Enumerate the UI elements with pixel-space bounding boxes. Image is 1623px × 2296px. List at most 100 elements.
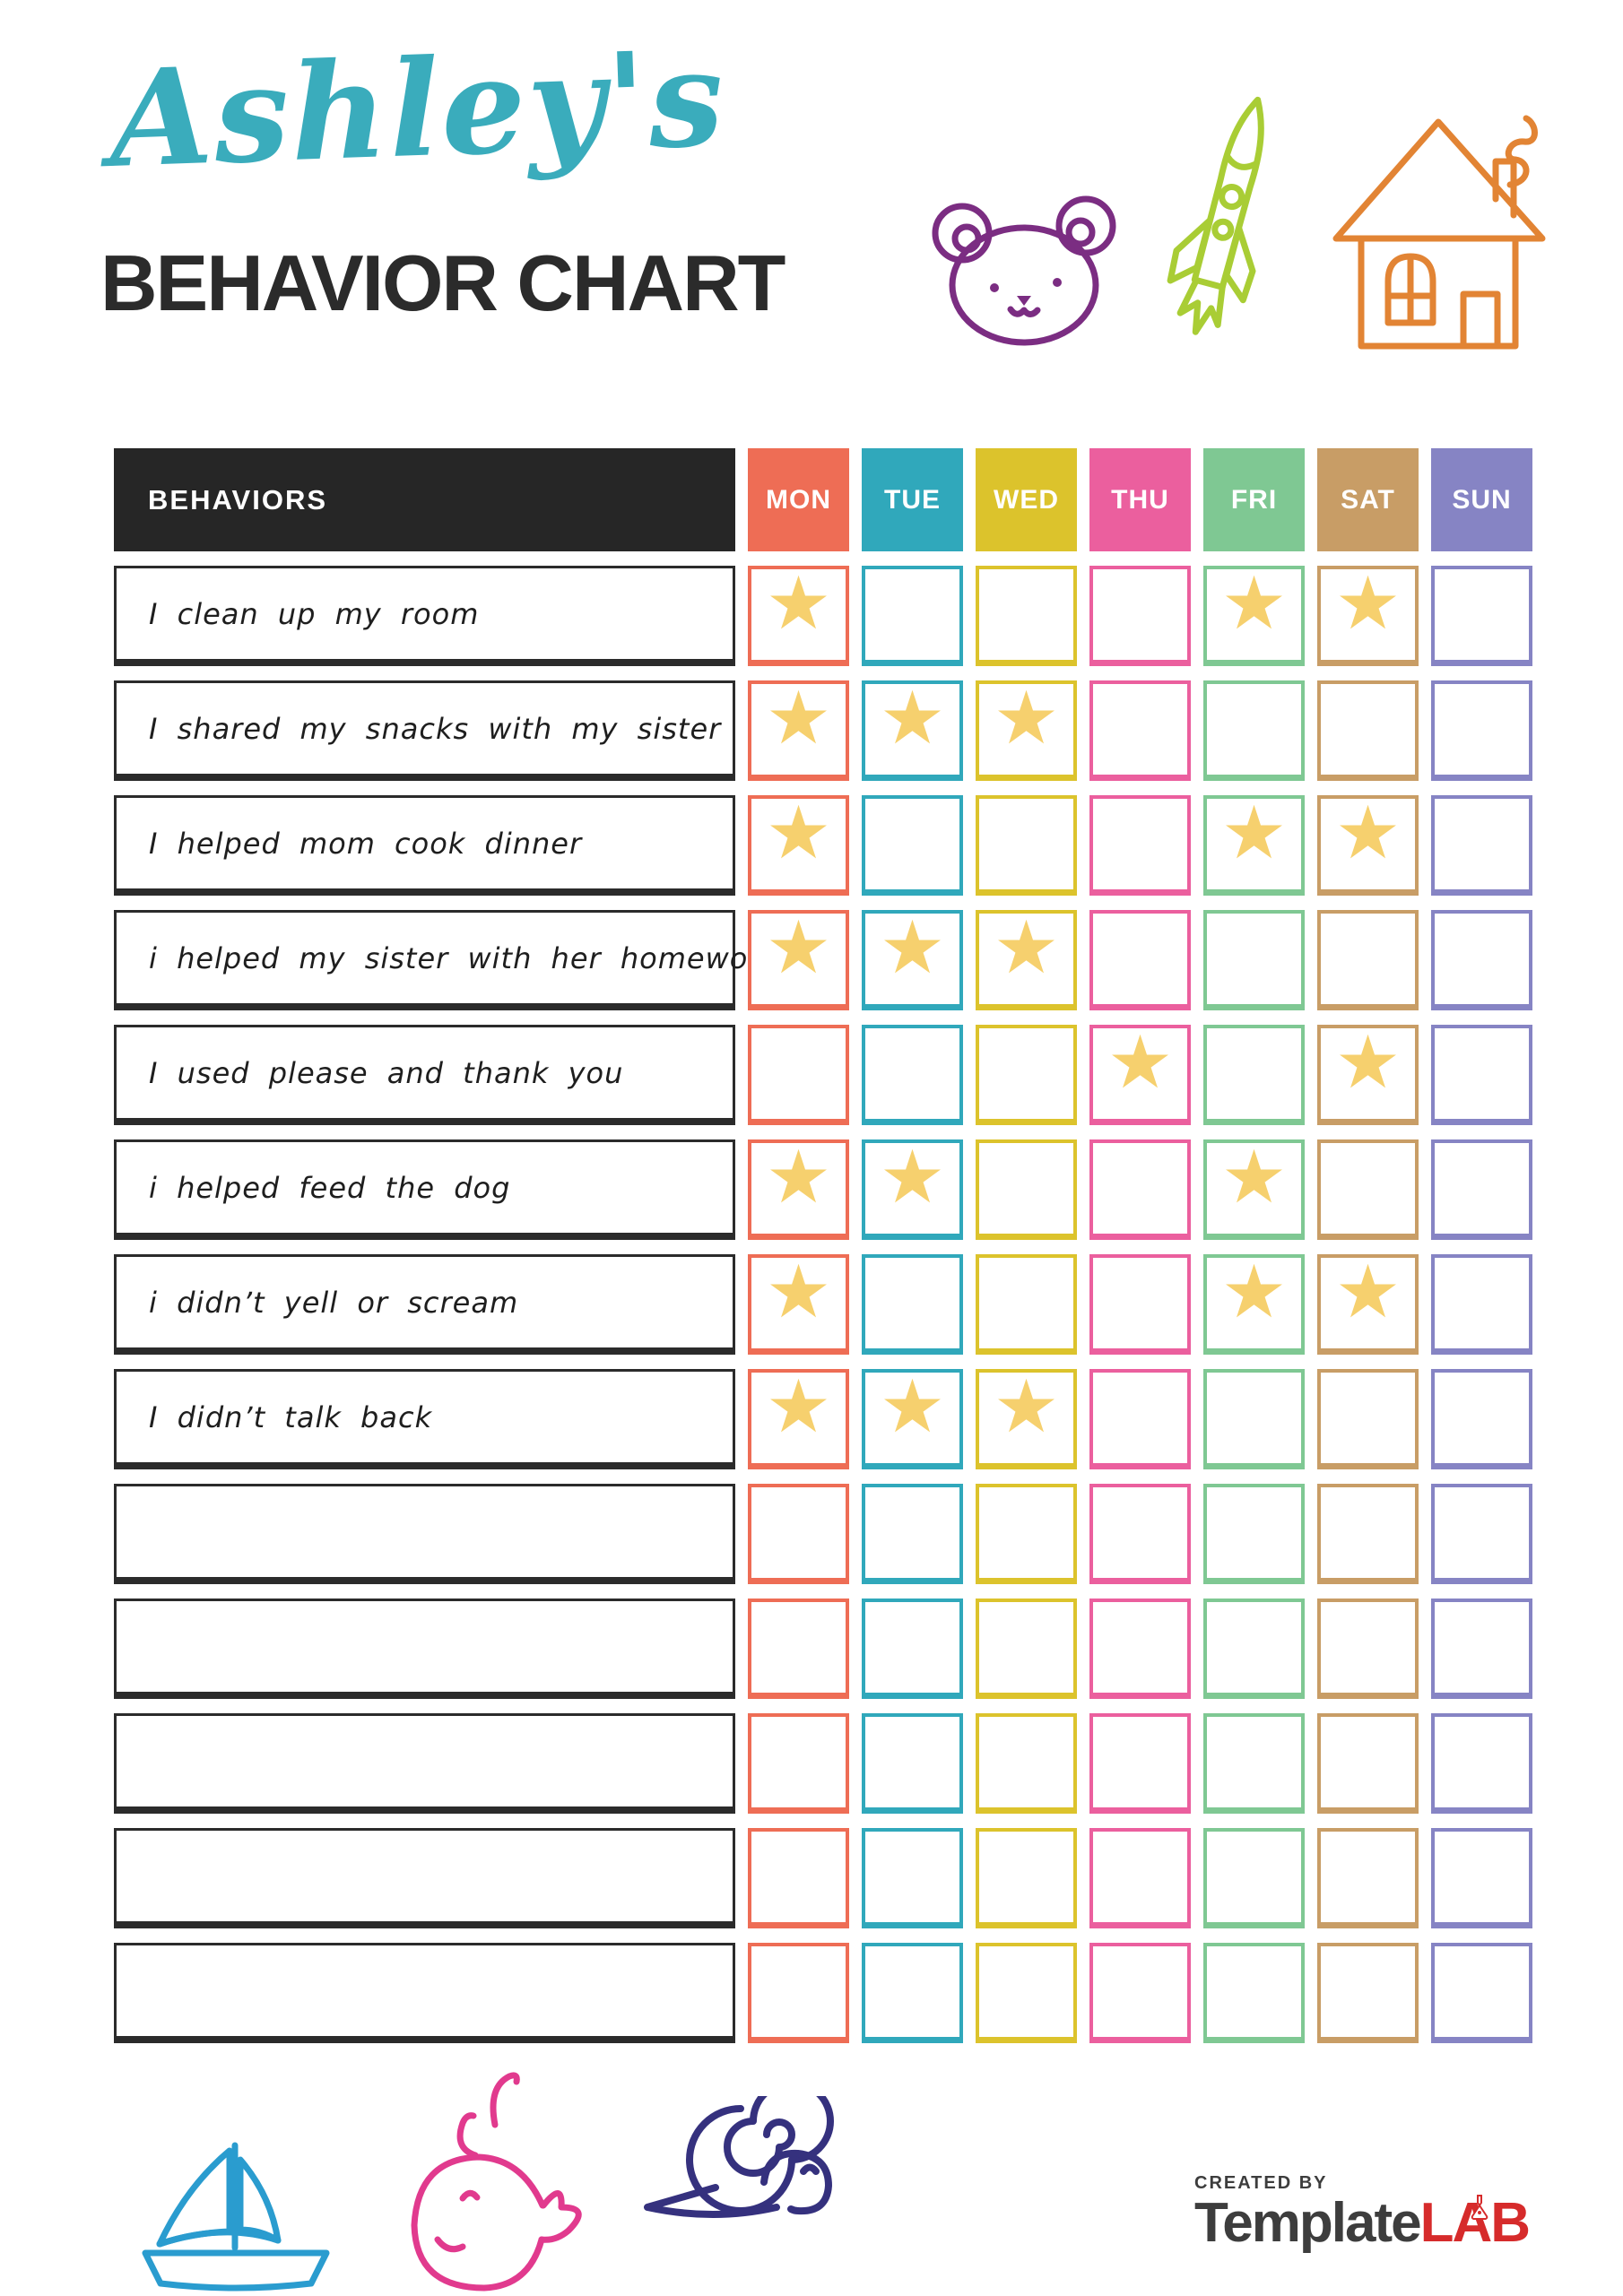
day-cell-tue-row2: ★: [862, 680, 963, 781]
day-cell-thu-row6: [1089, 1139, 1191, 1240]
star-icon: ★: [1107, 1020, 1174, 1105]
templatelab-logo: CREATED BY TemplateLAB: [1194, 2173, 1531, 2251]
star-icon: ★: [879, 1365, 946, 1450]
behavior-row-label: I helped mom cook dinner: [114, 795, 735, 896]
day-cell-fri-row4: [1203, 910, 1305, 1010]
day-cell-wed-row8: ★: [976, 1369, 1077, 1469]
star-icon: ★: [1334, 1020, 1402, 1105]
day-cell-wed-row10: [976, 1599, 1077, 1699]
day-header-thu: THU: [1089, 448, 1191, 551]
behavior-row-label: I used please and thank you: [114, 1025, 735, 1125]
day-cell-sat-row3: ★: [1317, 795, 1419, 896]
day-cell-sat-row5: ★: [1317, 1025, 1419, 1125]
created-by-label: CREATED BY: [1194, 2173, 1328, 2193]
day-cell-fri-row5: [1203, 1025, 1305, 1125]
day-cell-fri-row8: [1203, 1369, 1305, 1469]
logo-part-template: Template: [1194, 2192, 1422, 2254]
star-icon: ★: [765, 905, 832, 991]
day-cell-thu-row1: [1089, 566, 1191, 666]
day-cell-sun-row4: [1431, 910, 1532, 1010]
behavior-row-label: I didn’t talk back: [114, 1369, 735, 1469]
day-cell-thu-row8: [1089, 1369, 1191, 1469]
star-icon: ★: [1334, 1250, 1402, 1335]
day-cell-thu-row5: ★: [1089, 1025, 1191, 1125]
star-icon: ★: [765, 676, 832, 761]
day-cell-mon-row12: [748, 1828, 849, 1928]
day-cell-tue-row4: ★: [862, 910, 963, 1010]
day-cell-tue-row6: ★: [862, 1139, 963, 1240]
day-cell-mon-row8: ★: [748, 1369, 849, 1469]
day-cell-tue-row12: [862, 1828, 963, 1928]
logo-part-lab: LAB: [1419, 2192, 1531, 2254]
day-cell-sun-row2: [1431, 680, 1532, 781]
day-header-tue: TUE: [862, 448, 963, 551]
day-cell-sat-row8: [1317, 1369, 1419, 1469]
day-cell-mon-row3: ★: [748, 795, 849, 896]
day-cell-sat-row1: ★: [1317, 566, 1419, 666]
star-icon: ★: [993, 676, 1060, 761]
behavior-row-label: I clean up my room: [114, 566, 735, 666]
house-icon: [1332, 115, 1546, 350]
day-cell-thu-row4: [1089, 910, 1191, 1010]
day-cell-wed-row12: [976, 1828, 1077, 1928]
star-icon: ★: [1334, 561, 1402, 646]
behavior-row-label: i didn’t yell or scream: [114, 1254, 735, 1355]
day-cell-wed-row9: [976, 1484, 1077, 1584]
star-icon: ★: [1220, 791, 1288, 876]
day-cell-mon-row1: ★: [748, 566, 849, 666]
snail-icon: [644, 2096, 834, 2218]
day-cell-wed-row6: [976, 1139, 1077, 1240]
day-cell-wed-row13: [976, 1943, 1077, 2043]
day-header-sun: SUN: [1431, 448, 1532, 551]
star-icon: ★: [879, 905, 946, 991]
day-cell-sun-row12: [1431, 1828, 1532, 1928]
day-cell-sun-row3: [1431, 795, 1532, 896]
day-cell-wed-row3: [976, 795, 1077, 896]
day-cell-sat-row4: [1317, 910, 1419, 1010]
day-cell-wed-row4: ★: [976, 910, 1077, 1010]
star-icon: ★: [1220, 1135, 1288, 1220]
flask-icon: [1471, 2195, 1488, 2220]
bear-icon: [932, 195, 1116, 346]
behavior-row-label: I shared my snacks with my sister: [114, 680, 735, 781]
day-cell-mon-row7: ★: [748, 1254, 849, 1355]
day-cell-tue-row8: ★: [862, 1369, 963, 1469]
day-cell-sun-row10: [1431, 1599, 1532, 1699]
day-cell-sat-row11: [1317, 1713, 1419, 1814]
day-cell-sun-row11: [1431, 1713, 1532, 1814]
page-title: BEHAVIOR CHART: [100, 238, 785, 327]
day-cell-fri-row1: ★: [1203, 566, 1305, 666]
day-cell-thu-row13: [1089, 1943, 1191, 2043]
day-cell-wed-row7: [976, 1254, 1077, 1355]
star-icon: ★: [879, 676, 946, 761]
day-cell-fri-row2: [1203, 680, 1305, 781]
day-cell-wed-row2: ★: [976, 680, 1077, 781]
day-cell-tue-row7: [862, 1254, 963, 1355]
behavior-row-label: [114, 1828, 735, 1928]
day-cell-sun-row7: [1431, 1254, 1532, 1355]
rocket-icon: [1167, 96, 1264, 335]
day-header-wed: WED: [976, 448, 1077, 551]
day-cell-fri-row10: [1203, 1599, 1305, 1699]
day-cell-sat-row10: [1317, 1599, 1419, 1699]
day-cell-sat-row2: [1317, 680, 1419, 781]
day-cell-mon-row9: [748, 1484, 849, 1584]
behaviors-header: BEHAVIORS: [114, 448, 735, 551]
day-cell-tue-row5: [862, 1025, 963, 1125]
day-cell-fri-row12: [1203, 1828, 1305, 1928]
templatelab-wordmark: TemplateLAB: [1194, 2195, 1531, 2251]
day-cell-thu-row3: [1089, 795, 1191, 896]
day-cell-tue-row10: [862, 1599, 963, 1699]
day-cell-fri-row6: ★: [1203, 1139, 1305, 1240]
star-icon: ★: [765, 561, 832, 646]
whale-icon: [411, 2072, 582, 2292]
star-icon: ★: [993, 1365, 1060, 1450]
day-cell-fri-row11: [1203, 1713, 1305, 1814]
day-cell-sun-row1: [1431, 566, 1532, 666]
day-cell-sun-row6: [1431, 1139, 1532, 1240]
day-cell-wed-row1: [976, 566, 1077, 666]
day-cell-mon-row13: [748, 1943, 849, 2043]
star-icon: ★: [879, 1135, 946, 1220]
behavior-row-label: [114, 1943, 735, 2043]
day-cell-thu-row9: [1089, 1484, 1191, 1584]
